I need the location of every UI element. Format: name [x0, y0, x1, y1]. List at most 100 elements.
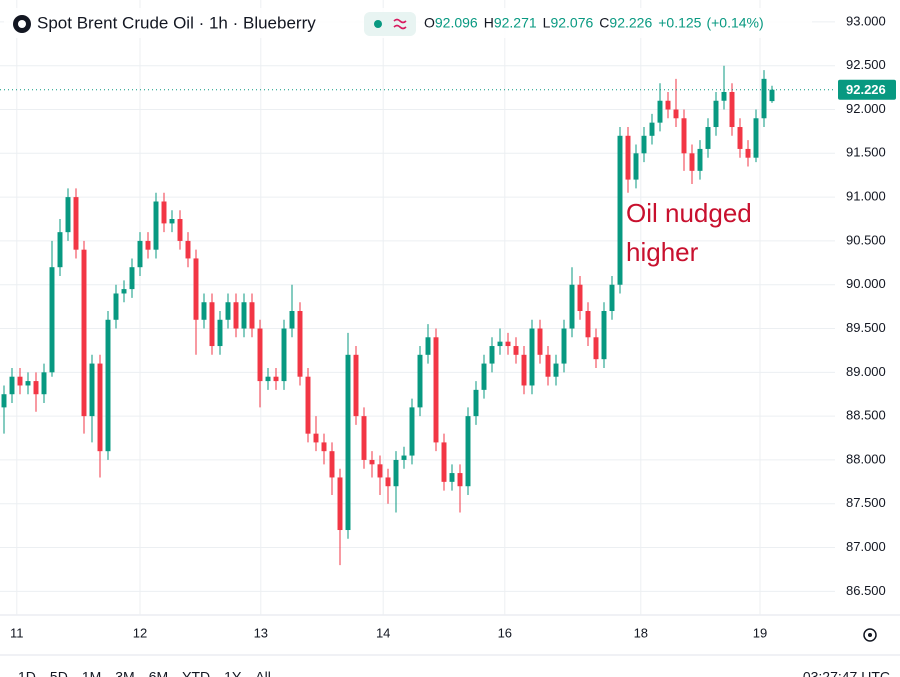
candle-body — [537, 328, 543, 355]
candle-body — [489, 346, 495, 364]
candle-body — [209, 302, 215, 347]
candle-body — [713, 100, 719, 128]
candle-body — [145, 240, 151, 250]
range-button[interactable]: 1D — [18, 669, 36, 677]
ohlc-label: C — [599, 15, 609, 31]
range-button[interactable]: 6M — [149, 669, 168, 677]
candle-body — [369, 459, 375, 465]
candle-body — [73, 197, 79, 250]
candle-body — [201, 302, 207, 320]
candle-body — [521, 354, 527, 386]
candle-body — [745, 148, 751, 158]
y-tick-label: 92.000 — [846, 101, 886, 116]
candle-body — [297, 311, 303, 377]
candle-body — [657, 100, 663, 123]
y-tick-label: 92.500 — [846, 57, 886, 72]
ohlc-value: 92.096 — [435, 15, 478, 31]
ohlc-value: 92.271 — [494, 15, 537, 31]
candle-body — [65, 197, 71, 233]
candle-body — [217, 319, 223, 347]
x-tick-label: 14 — [376, 625, 390, 640]
y-tick-label: 89.500 — [846, 320, 886, 335]
candle-body — [345, 354, 351, 531]
candle-body — [665, 100, 671, 110]
candle-body — [49, 267, 55, 373]
candle-body — [481, 363, 487, 390]
candle-body — [505, 341, 511, 347]
y-tick-label: 90.500 — [846, 232, 886, 247]
candle-body — [681, 118, 687, 154]
y-tick-label: 88.500 — [846, 408, 886, 423]
candle-body — [105, 319, 111, 452]
candle-body — [337, 477, 343, 531]
y-tick-label: 91.000 — [846, 189, 886, 204]
candle-body — [449, 473, 455, 482]
last-price-tag — [838, 79, 896, 100]
candle-body — [25, 381, 31, 386]
candle-body — [129, 267, 135, 290]
change-percent: (+0.14%) — [706, 15, 763, 31]
candle-body — [321, 442, 327, 452]
candle-body — [617, 135, 623, 285]
candle-body — [457, 473, 463, 487]
last-price-label: 92.226 — [846, 82, 886, 97]
annotation: higher — [626, 237, 699, 267]
candle-body — [81, 249, 87, 417]
candle-body — [401, 455, 407, 460]
candle-body — [265, 376, 271, 382]
range-button[interactable]: 5D — [50, 669, 68, 677]
candle-body — [41, 372, 47, 395]
candle-body — [529, 328, 535, 386]
annotation: Oil nudged — [626, 198, 752, 228]
candle-body — [137, 240, 143, 268]
candle-body — [601, 311, 607, 360]
candle-body — [673, 109, 679, 119]
candle-body — [721, 91, 727, 101]
candle-body — [9, 376, 15, 395]
ohlc-value: 92.226 — [609, 15, 652, 31]
candle-body — [441, 442, 447, 482]
range-button[interactable]: 1Y — [224, 669, 242, 677]
status-chip — [364, 12, 416, 36]
candle-body — [417, 354, 423, 408]
candle-body — [697, 148, 703, 171]
x-tick-label: 19 — [753, 625, 767, 640]
range-button[interactable]: 1M — [82, 669, 101, 677]
candle-body — [257, 328, 263, 382]
candle-body — [289, 311, 295, 329]
candle-body — [761, 78, 767, 119]
y-tick-label: 87.500 — [846, 495, 886, 510]
candle-body — [273, 376, 279, 382]
candle-body — [305, 376, 311, 434]
y-tick-label: 90.000 — [846, 276, 886, 291]
candle-body — [385, 477, 391, 487]
candle-body — [329, 451, 335, 478]
candle-body — [281, 328, 287, 382]
candle-body — [609, 284, 615, 312]
x-tick-label: 16 — [498, 625, 512, 640]
candle-body — [465, 416, 471, 487]
candle-body — [97, 363, 103, 452]
x-tick-label: 11 — [10, 625, 24, 640]
y-tick-label: 86.500 — [846, 583, 886, 598]
x-tick-label: 18 — [634, 625, 648, 640]
range-button[interactable]: YTD — [182, 669, 210, 677]
y-tick-label: 87.000 — [846, 539, 886, 554]
range-button[interactable]: 3M — [115, 669, 134, 677]
y-tick-label: 89.000 — [846, 364, 886, 379]
y-tick-label: 88.000 — [846, 451, 886, 466]
candle-body — [561, 328, 567, 364]
candle-body — [185, 240, 191, 259]
candle-body — [769, 89, 775, 102]
candle-body — [17, 376, 23, 386]
candle-body — [593, 337, 599, 360]
data-delay-icon — [393, 18, 407, 30]
candle-body — [121, 289, 127, 294]
range-button[interactable]: All — [255, 669, 271, 677]
settings-icon[interactable] — [863, 628, 877, 642]
market-status-dot — [374, 20, 382, 28]
candle-body — [225, 302, 231, 320]
candle-body — [57, 232, 63, 268]
